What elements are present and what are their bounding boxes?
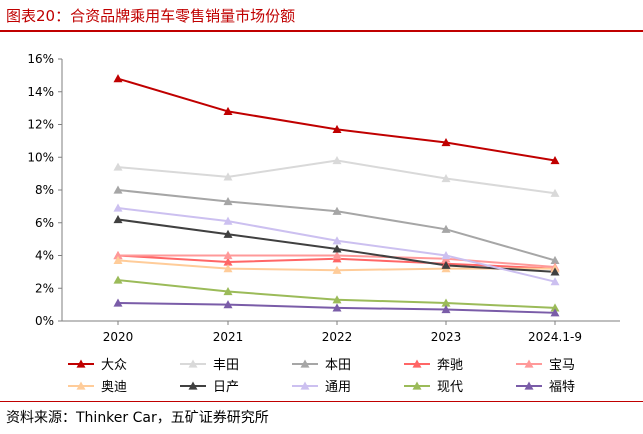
data-point-丰田	[332, 156, 342, 165]
y-tick-label: 8%	[35, 183, 54, 197]
data-point-丰田	[223, 172, 233, 181]
data-point-福特	[441, 305, 451, 314]
data-point-通用	[332, 236, 342, 245]
data-point-大众	[441, 138, 451, 147]
legend-marker-福特	[524, 381, 534, 390]
legend-label-日产: 日产	[213, 380, 239, 395]
data-point-宝马	[332, 251, 342, 260]
data-point-奥迪	[332, 265, 342, 274]
legend-label-通用: 通用	[325, 380, 351, 395]
x-tick-label: 2024.1-9	[528, 330, 582, 344]
legend-label-本田: 本田	[325, 358, 351, 373]
legend-label-奥迪: 奥迪	[101, 380, 127, 395]
header-divider	[0, 30, 643, 32]
legend-marker-奔驰	[412, 359, 422, 368]
legend-marker-丰田	[188, 359, 198, 368]
data-point-大众	[113, 74, 123, 83]
legend-label-现代: 现代	[437, 380, 463, 395]
y-tick-label: 6%	[35, 216, 54, 230]
data-point-福特	[550, 308, 560, 317]
data-point-丰田	[441, 174, 451, 183]
data-point-通用	[223, 216, 233, 225]
legend-label-福特: 福特	[549, 380, 575, 395]
y-tick-label: 10%	[27, 150, 54, 164]
y-tick-label: 2%	[35, 281, 54, 295]
figure-header: 图表20：合资品牌乘用车零售销量市场份额	[0, 0, 643, 32]
data-point-奥迪	[223, 264, 233, 273]
data-point-现代	[441, 298, 451, 307]
legend-label-大众: 大众	[101, 358, 127, 373]
legend-marker-宝马	[524, 359, 534, 368]
data-point-通用	[441, 251, 451, 260]
legend-marker-日产	[188, 381, 198, 390]
data-point-日产	[223, 229, 233, 238]
legend-marker-现代	[412, 381, 422, 390]
chart-series-lines	[117, 77, 556, 314]
chart-series-points	[113, 74, 560, 317]
y-tick-label: 14%	[27, 85, 54, 99]
data-point-本田	[223, 196, 233, 206]
x-tick-label: 2022	[322, 330, 353, 344]
x-tick-label: 2020	[103, 330, 134, 344]
y-tick-label: 16%	[27, 52, 54, 66]
series-line-丰田	[117, 159, 556, 195]
data-point-日产	[441, 260, 451, 269]
x-tick-label: 2021	[213, 330, 244, 344]
legend-marker-本田	[300, 359, 310, 368]
data-point-宝马	[113, 251, 123, 260]
legend-label-奔驰: 奔驰	[437, 358, 463, 373]
legend-marker-大众	[76, 359, 86, 368]
chart-axes: 0% 2% 4% 6% 8% 10% 12% 14% 16% 2020 2021 2022 2023 20…	[27, 52, 620, 344]
data-point-丰田	[550, 188, 560, 197]
legend-marker-奥迪	[76, 381, 86, 390]
data-point-大众	[550, 156, 560, 165]
data-point-现代	[332, 295, 342, 304]
data-point-大众	[332, 124, 342, 134]
data-point-本田	[550, 255, 560, 265]
data-point-大众	[223, 106, 233, 115]
legend-marker-通用	[300, 381, 310, 390]
source-note: 资料来源：Thinker Car，五矿证券研究所	[6, 410, 269, 426]
y-tick-label: 0%	[35, 314, 54, 328]
data-point-福特	[223, 300, 233, 309]
x-tick-label: 2023	[431, 330, 462, 344]
data-point-本田	[332, 206, 342, 215]
data-point-现代	[113, 275, 123, 284]
data-point-宝马	[223, 251, 233, 260]
data-point-福特	[332, 303, 342, 312]
series-line-大众	[117, 77, 556, 162]
data-point-本田	[441, 224, 451, 233]
data-point-通用	[550, 277, 560, 286]
figure-title: 图表20：合资品牌乘用车零售销量市场份额	[6, 7, 296, 25]
data-point-本田	[113, 185, 123, 194]
y-tick-label: 4%	[35, 249, 54, 263]
data-point-日产	[332, 244, 342, 253]
footer-divider	[0, 401, 643, 402]
data-point-现代	[223, 287, 233, 296]
data-point-奔驰	[223, 257, 233, 266]
data-point-日产	[550, 267, 560, 276]
data-point-福特	[113, 298, 123, 307]
data-point-通用	[113, 203, 123, 212]
data-point-现代	[550, 303, 560, 312]
data-point-日产	[113, 214, 123, 224]
data-point-丰田	[113, 162, 123, 171]
y-tick-label: 12%	[27, 118, 54, 132]
legend-label-宝马: 宝马	[549, 358, 575, 373]
data-point-奥迪	[113, 255, 123, 265]
legend-label-丰田: 丰田	[213, 358, 239, 373]
